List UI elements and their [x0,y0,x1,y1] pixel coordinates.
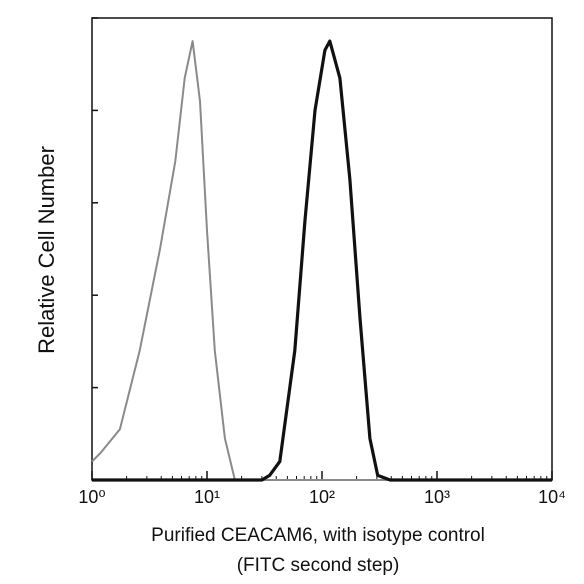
x-tick-label: 10¹ [194,487,220,507]
x-axis-label: Purified CEACAM6, with isotype control [151,525,485,546]
x-axis-label: (FITC second step) [237,555,400,576]
histogram-line [92,39,552,482]
x-tick-label: 10⁰ [78,487,105,507]
x-tick-label: 10⁴ [538,487,566,507]
x-tick-label: 10³ [424,487,450,507]
y-axis-label: Relative Cell Number [34,146,59,354]
histogram-line [91,40,552,481]
x-tick-label: 10² [309,487,335,507]
